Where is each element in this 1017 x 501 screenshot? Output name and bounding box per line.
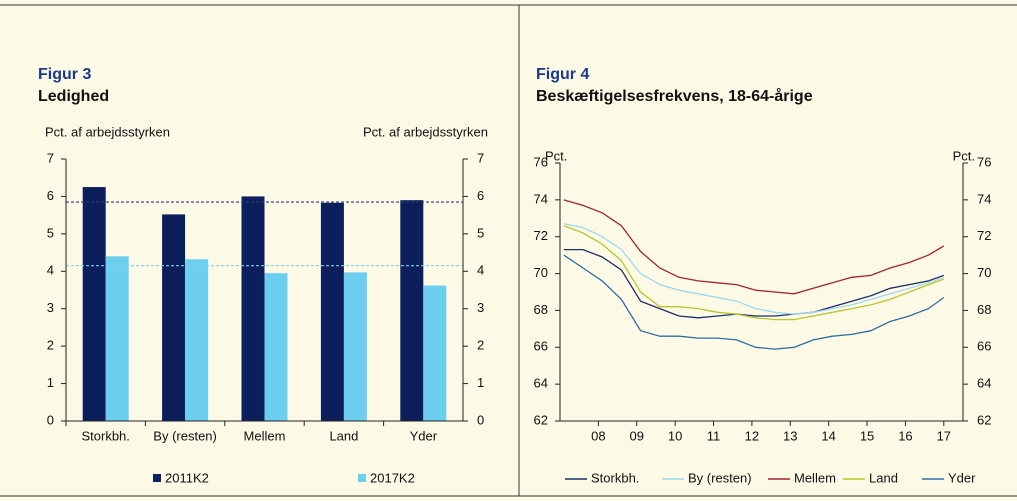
y-tick-label: 3 — [47, 300, 54, 315]
bar — [241, 196, 265, 421]
chart-subtitle: Ledighed — [38, 88, 109, 105]
y-tick-label: 62 — [534, 412, 548, 427]
line-series — [563, 199, 945, 295]
y2-tick-label: 72 — [977, 228, 991, 243]
bar — [400, 200, 424, 421]
y-tick-label: 64 — [534, 376, 548, 391]
y2-tick-label: 4 — [477, 263, 484, 278]
line-series — [563, 225, 945, 321]
y2-tick-label: 5 — [477, 225, 484, 240]
x-tick-label: 10 — [668, 428, 682, 443]
x-tick-label: Mellem — [244, 428, 286, 443]
x-tick-label: 12 — [745, 428, 759, 443]
y-axis-label: Pct. — [545, 148, 567, 163]
line-series — [563, 248, 945, 319]
bar — [343, 272, 367, 421]
y2-tick-label: 0 — [477, 412, 484, 427]
legend-swatch — [358, 474, 366, 482]
x-tick-label: 15 — [860, 428, 874, 443]
legend-swatch — [153, 474, 161, 482]
legend-label: Yder — [948, 470, 976, 485]
line-series — [563, 223, 945, 315]
bar — [185, 259, 209, 421]
bar — [423, 285, 447, 421]
x-tick-label: 09 — [630, 428, 644, 443]
x-tick-label: 17 — [937, 428, 951, 443]
y-tick-label: 7 — [47, 150, 54, 165]
bar — [264, 273, 288, 421]
legend-label: By (resten) — [688, 470, 752, 485]
y2-tick-label: 68 — [977, 302, 991, 317]
y2-axis-label: Pct. af arbejdsstyrken — [363, 124, 488, 139]
y2-tick-label: 76 — [977, 154, 991, 169]
y-tick-label: 2 — [47, 338, 54, 353]
y2-tick-label: 3 — [477, 300, 484, 315]
bar — [82, 187, 106, 421]
bar — [162, 214, 186, 421]
legend-label: Storkbh. — [591, 470, 639, 485]
x-tick-label: 14 — [821, 428, 835, 443]
y2-tick-label: 66 — [977, 339, 991, 354]
y-tick-label: 4 — [47, 263, 54, 278]
x-tick-label: 16 — [898, 428, 912, 443]
y-tick-label: 76 — [534, 154, 548, 169]
legend-label: 2011K2 — [165, 470, 209, 485]
y2-tick-label: 74 — [977, 191, 991, 206]
y-tick-label: 68 — [534, 302, 548, 317]
chart-title: Figur 4 — [536, 66, 589, 83]
legend-label: Land — [869, 470, 898, 485]
y-tick-label: 66 — [534, 339, 548, 354]
y2-tick-label: 2 — [477, 338, 484, 353]
y2-tick-label: 7 — [477, 150, 484, 165]
x-tick-label: Storkbh. — [81, 428, 129, 443]
legend-label: 2017K2 — [370, 470, 415, 485]
y2-tick-label: 70 — [977, 265, 991, 280]
y-axis-label: Pct. af arbejdsstyrken — [45, 124, 170, 139]
line-series — [563, 254, 945, 350]
y2-axis-label: Pct. — [953, 148, 975, 163]
bar — [320, 202, 344, 421]
y-tick-label: 1 — [47, 375, 54, 390]
y2-tick-label: 6 — [477, 188, 484, 203]
x-tick-label: By (resten) — [153, 428, 217, 443]
x-tick-label: Land — [329, 428, 358, 443]
y2-tick-label: 64 — [977, 376, 991, 391]
y-tick-label: 70 — [534, 265, 548, 280]
chart-subtitle: Beskæftigelsesfrekvens, 18-64-årige — [536, 87, 813, 105]
y2-tick-label: 1 — [477, 375, 484, 390]
y-tick-label: 74 — [534, 191, 548, 206]
chart-title: Figur 3 — [38, 66, 91, 83]
y-tick-label: 6 — [47, 188, 54, 203]
x-tick-label: 11 — [707, 428, 721, 443]
y-tick-label: 5 — [47, 225, 54, 240]
y2-tick-label: 62 — [977, 412, 991, 427]
y-tick-label: 0 — [47, 412, 54, 427]
y-tick-label: 72 — [534, 228, 548, 243]
x-tick-label: Yder — [410, 428, 438, 443]
x-tick-label: 13 — [783, 428, 797, 443]
bar — [105, 256, 129, 421]
legend-label: Mellem — [794, 470, 836, 485]
x-tick-label: 08 — [591, 428, 605, 443]
